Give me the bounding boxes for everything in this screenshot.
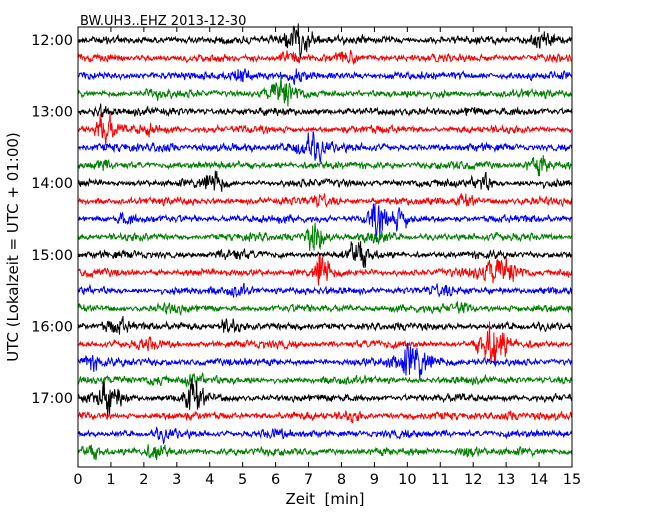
x-tick-label-8: 8 (337, 472, 346, 488)
trace-line-1400 (77, 170, 573, 192)
x-tick-label-7: 7 (304, 472, 313, 488)
y-axis-label: UTC (Lokalzeit = UTC + 01:00) (4, 132, 22, 362)
trace-line-1345 (77, 155, 573, 177)
y-tick-label-1200: 12:00 (31, 33, 73, 49)
trace-line-1545 (77, 301, 573, 317)
trace-line-1745 (77, 444, 573, 461)
trace-line-1445 (77, 222, 573, 252)
x-tick-label-10: 10 (398, 472, 416, 488)
x-tick-label-2: 2 (139, 472, 148, 488)
trace-line-1700 (77, 377, 573, 417)
x-tick-label-1: 1 (106, 472, 115, 488)
trace-line-1330 (77, 131, 573, 163)
y-tick-label-1700: 17:00 (31, 391, 73, 407)
trace-line-1615 (77, 321, 573, 363)
trace-line-1315 (77, 112, 573, 146)
y-tick-label-1500: 15:00 (31, 248, 73, 264)
x-tick-label-15: 15 (563, 472, 581, 488)
trace-line-1300 (77, 103, 573, 118)
trace-line-1200 (77, 23, 573, 60)
chart-title: BW.UH3..EHZ 2013-12-30 (80, 14, 246, 29)
x-tick-label-12: 12 (464, 472, 482, 488)
x-axis-label: Zeit [min] (285, 490, 364, 508)
x-tick-label-13: 13 (497, 472, 515, 488)
trace-line-1245 (77, 75, 573, 107)
x-tick-label-11: 11 (431, 472, 449, 488)
trace-line-1415 (77, 192, 573, 208)
plot-frame (77, 26, 573, 468)
trace-line-1515 (77, 255, 573, 286)
y-tick-label-1300: 13:00 (31, 105, 73, 121)
trace-line-1530 (77, 282, 573, 298)
x-tick-label-9: 9 (370, 472, 379, 488)
y-axis-ticks: 12:00 13:00 14:00 15:00 16:00 17:00 (31, 33, 572, 407)
x-tick-label-3: 3 (172, 472, 181, 488)
x-tick-label-14: 14 (530, 472, 548, 488)
trace-line-1645 (77, 372, 573, 389)
trace-line-1730 (77, 426, 573, 445)
trace-line-1715 (77, 410, 573, 424)
x-tick-label-4: 4 (205, 472, 214, 488)
x-tick-label-6: 6 (271, 472, 280, 488)
trace-line-1630 (77, 342, 573, 380)
trace-line-1600 (77, 315, 573, 335)
x-axis-ticks: 0 1 2 3 4 5 6 7 8 9 10 11 12 13 14 15 (73, 27, 581, 488)
trace-line-1230 (77, 68, 573, 85)
trace-line-1500 (77, 241, 573, 269)
trace-line-1430 (77, 203, 573, 243)
x-tick-label-0: 0 (73, 472, 82, 488)
y-tick-label-1600: 16:00 (31, 319, 73, 335)
y-tick-label-1400: 14:00 (31, 176, 73, 192)
x-tick-label-5: 5 (238, 472, 247, 488)
trace-line-1215 (77, 49, 573, 65)
trace-group (77, 23, 573, 461)
